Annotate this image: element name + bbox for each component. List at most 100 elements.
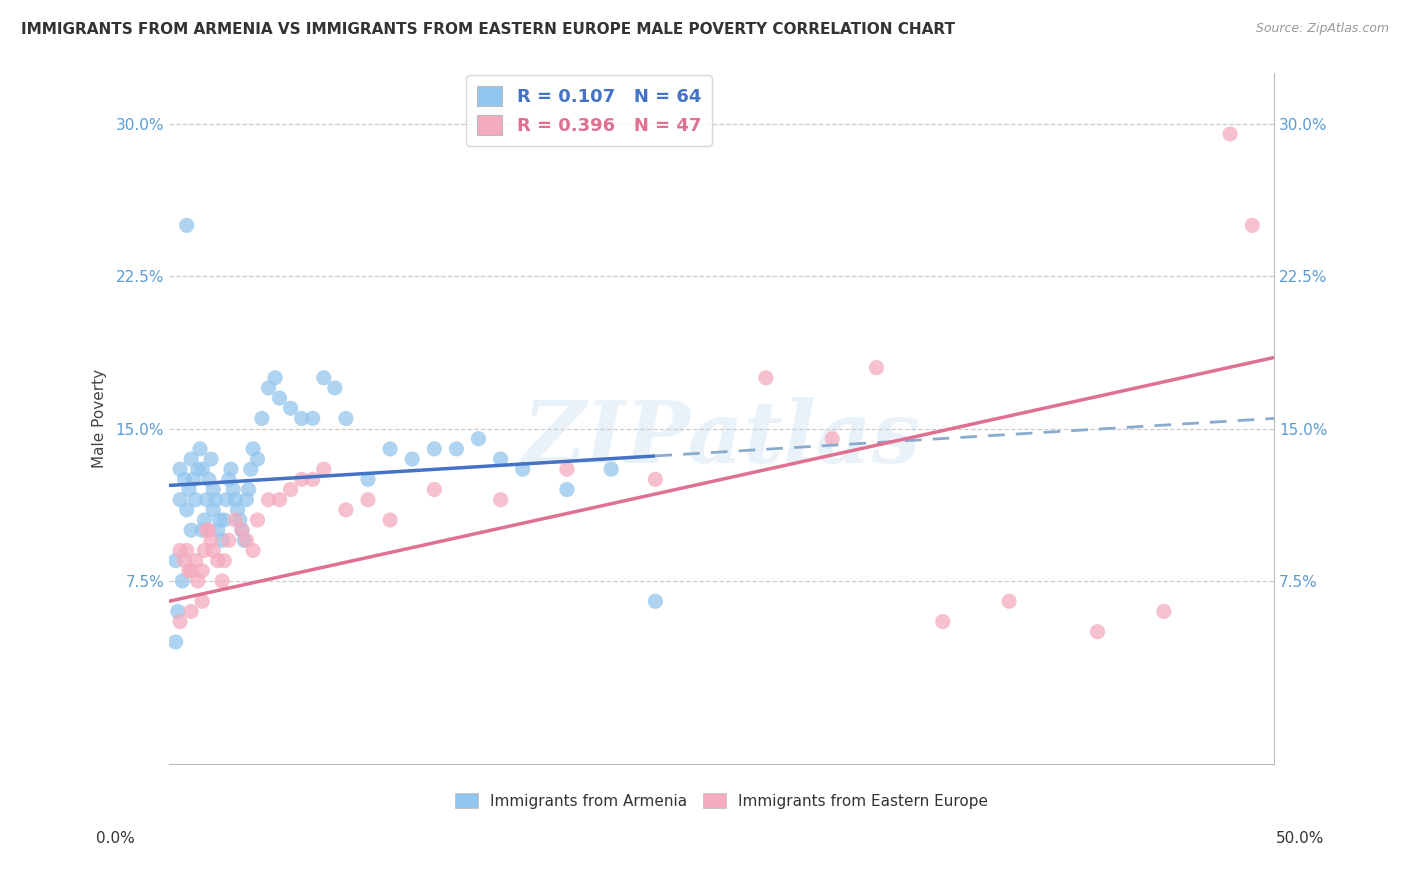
Point [357,492,380,507]
Point [489,492,512,507]
Point [173,554,195,568]
Point [183,472,205,486]
Point [177,483,200,497]
Point [176,219,198,233]
Point [188,442,211,456]
Point [218,533,240,548]
Point [1087,624,1109,639]
Point [335,503,357,517]
Point [357,472,380,486]
Point [165,635,187,649]
Point [169,462,191,476]
Point [187,574,209,588]
Point [204,492,226,507]
Point [187,462,209,476]
Point [865,360,887,375]
Point [233,533,256,548]
Point [207,523,229,537]
Point [180,523,202,537]
Point [193,543,215,558]
Point [193,513,215,527]
Point [169,615,191,629]
Point [208,513,231,527]
Point [269,492,291,507]
Point [446,442,468,456]
Point [172,574,194,588]
Y-axis label: Male Poverty: Male Poverty [93,368,107,468]
Point [1241,219,1264,233]
Point [423,483,446,497]
Point [467,432,489,446]
Point [195,523,218,537]
Point [998,594,1021,608]
Point [195,492,218,507]
Point [932,615,955,629]
Point [250,411,273,425]
Point [211,533,233,548]
Point [238,483,260,497]
Point [224,513,246,527]
Point [335,411,357,425]
Point [269,391,291,405]
Point [226,503,249,517]
Point [644,472,666,486]
Point [184,554,207,568]
Point [165,554,187,568]
Point [202,543,225,558]
Point [291,411,314,425]
Point [180,564,202,578]
Point [219,462,242,476]
Point [184,492,207,507]
Point [323,381,346,395]
Point [222,483,245,497]
Point [231,523,253,537]
Point [191,462,214,476]
Point [755,370,778,384]
Text: ZIPatlas: ZIPatlas [523,397,921,481]
Point [291,472,314,486]
Point [555,462,578,476]
Point [198,523,221,537]
Point [207,554,229,568]
Point [177,564,200,578]
Point [169,543,191,558]
Point [280,401,302,416]
Point [224,492,246,507]
Point [264,370,287,384]
Point [198,472,221,486]
Point [229,513,252,527]
Point [231,523,253,537]
Text: Source: ZipAtlas.com: Source: ZipAtlas.com [1256,22,1389,36]
Point [191,523,214,537]
Point [202,503,225,517]
Legend: Immigrants from Armenia, Immigrants from Eastern Europe: Immigrants from Armenia, Immigrants from… [450,787,994,815]
Text: 0.0%: 0.0% [96,831,135,846]
Point [312,370,335,384]
Point [235,492,257,507]
Point [214,554,236,568]
Point [242,543,264,558]
Point [280,483,302,497]
Point [200,533,222,548]
Point [211,574,233,588]
Point [180,452,202,467]
Point [1219,127,1241,141]
Text: 50.0%: 50.0% [1277,831,1324,846]
Point [312,462,335,476]
Point [176,503,198,517]
Point [257,492,280,507]
Point [214,513,236,527]
Point [218,472,240,486]
Point [512,462,534,476]
Point [1153,604,1175,618]
Point [257,381,280,395]
Point [167,604,190,618]
Point [401,452,423,467]
Point [489,452,512,467]
Point [191,594,214,608]
Point [215,492,238,507]
Point [239,462,262,476]
Point [423,442,446,456]
Point [246,513,269,527]
Point [378,442,401,456]
